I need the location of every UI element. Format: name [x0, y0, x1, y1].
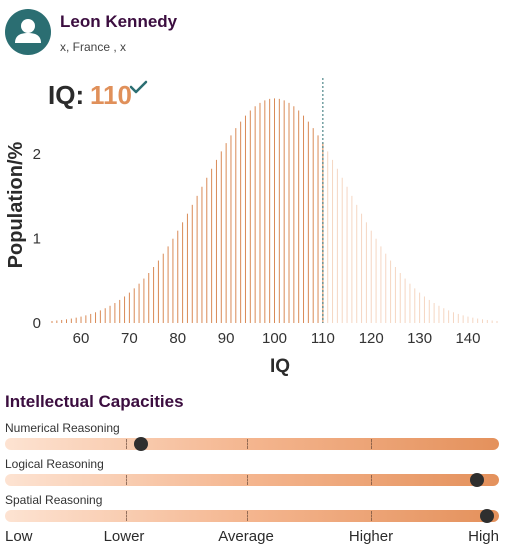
- x-tick-label: 110: [311, 330, 335, 347]
- x-tick-label: 70: [121, 330, 138, 347]
- capacity-level-dot: [479, 509, 494, 523]
- capacity-tick: [247, 439, 249, 449]
- capacities-title: Intellectual Capacities: [5, 392, 184, 411]
- capacity-tick: [370, 475, 372, 485]
- profile-location: x, France , x: [60, 40, 127, 54]
- capacity-label: Spatial Reasoning: [5, 493, 103, 507]
- scale-label: Higher: [348, 528, 394, 545]
- iq-label: IQ:: [48, 80, 84, 110]
- capacity-tick: [370, 511, 372, 521]
- check-icon: [129, 80, 148, 94]
- iq-distribution-chart: IQ: 110 0 1 2 60 70 80 90 100 110 120 130 140 Popu…: [0, 70, 512, 380]
- x-tick-label: 60: [73, 330, 90, 347]
- x-tick-label: 130: [407, 330, 432, 347]
- capacity-track: [5, 473, 499, 487]
- capacity-track: [5, 509, 499, 523]
- capacity-tick: [126, 475, 128, 485]
- capacity-tick: [247, 475, 249, 485]
- person-icon: [5, 9, 51, 55]
- capacity-track: [5, 437, 499, 451]
- x-tick-label: 140: [455, 330, 480, 347]
- capacity-tick: [370, 439, 372, 449]
- capacity-row: Numerical Reasoning: [5, 421, 501, 451]
- x-tick-label: 100: [262, 330, 287, 347]
- x-tick-label: 90: [218, 330, 235, 347]
- capacity-row: Spatial Reasoning: [5, 493, 501, 523]
- capacity-level-dot: [133, 437, 148, 451]
- y-tick-label: 0: [33, 315, 41, 332]
- scale-label: Lower: [103, 528, 145, 545]
- x-tick-label: 80: [169, 330, 186, 347]
- scale-label: Low: [5, 528, 33, 545]
- capacity-tick: [126, 439, 128, 449]
- profile-header: Leon Kennedy x, France , x: [5, 9, 505, 57]
- y-axis-label: Population/%: [5, 141, 27, 268]
- scale-label: High: [468, 528, 499, 545]
- capacity-tick: [126, 511, 128, 521]
- capacity-label: Numerical Reasoning: [5, 421, 120, 435]
- iq-value: 110: [90, 80, 132, 110]
- scale-label: Average: [218, 528, 274, 545]
- profile-name: Leon Kennedy: [60, 12, 178, 31]
- y-tick-label: 2: [33, 146, 41, 163]
- x-axis-label: IQ: [270, 356, 290, 377]
- y-tick-label: 1: [33, 231, 41, 248]
- capacity-level-dot: [469, 473, 484, 487]
- x-tick-label: 120: [359, 330, 384, 347]
- capacity-label: Logical Reasoning: [5, 457, 104, 471]
- capacity-tick: [247, 511, 249, 521]
- capacity-row: Logical Reasoning: [5, 457, 501, 487]
